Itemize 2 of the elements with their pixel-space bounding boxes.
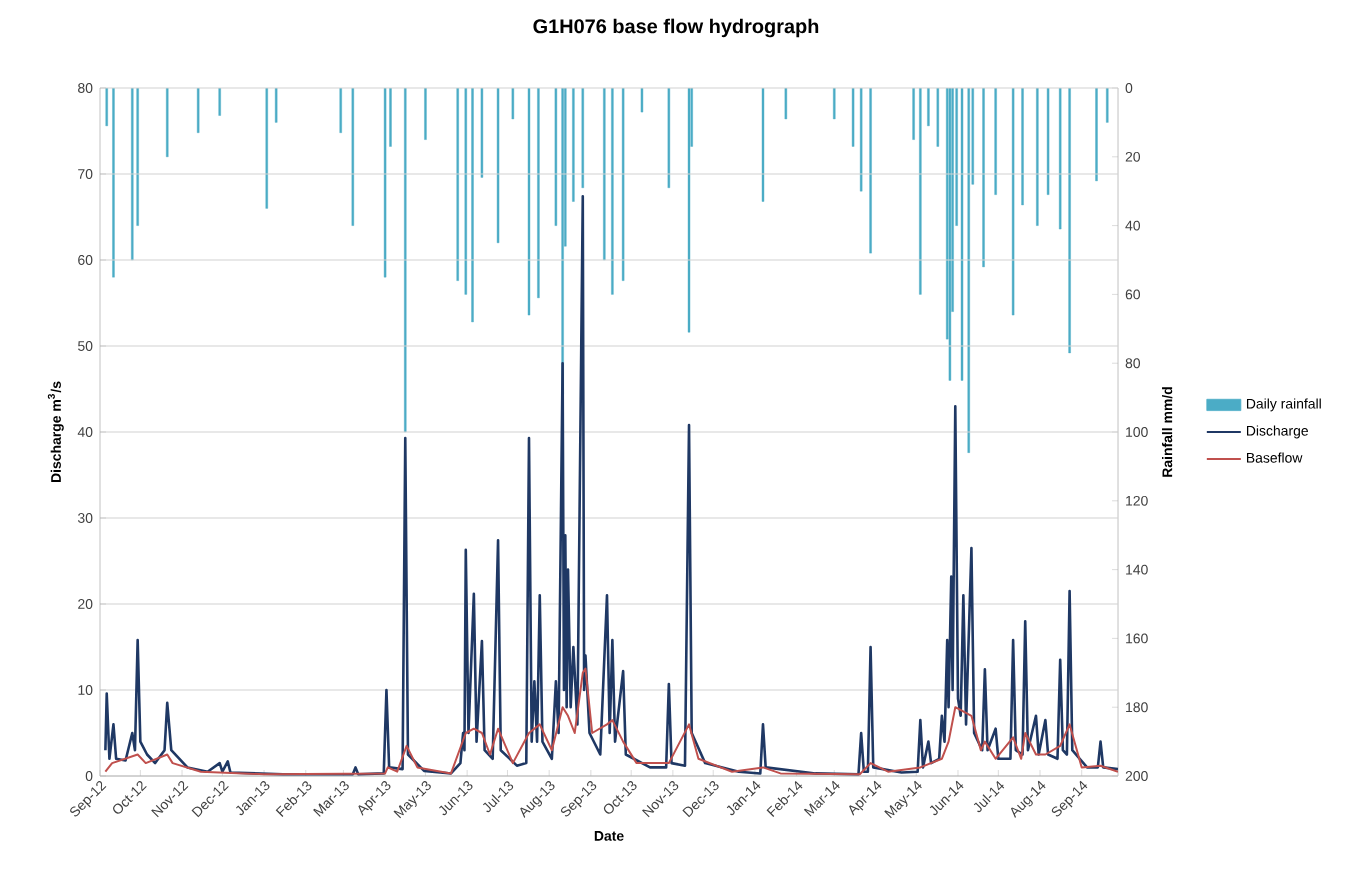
chart-title: G1H076 base flow hydrograph [533,18,819,38]
line-series [104,195,1119,776]
